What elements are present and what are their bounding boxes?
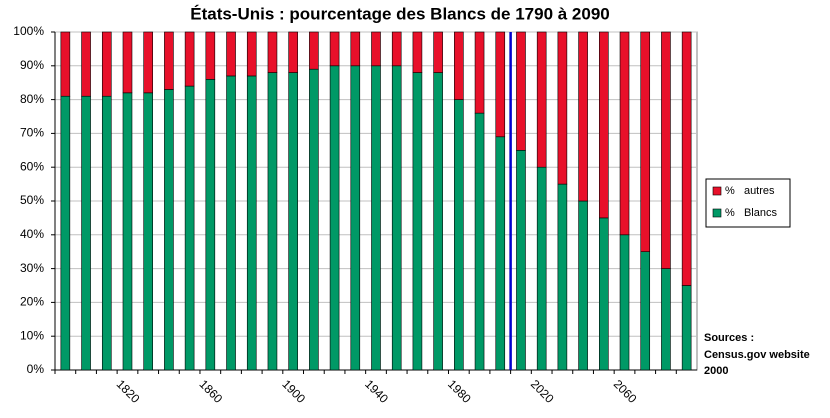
bar-segment bbox=[619, 31, 630, 236]
x-tick-label: 2020 bbox=[528, 377, 557, 406]
y-tick-label: 0% bbox=[27, 362, 45, 376]
bar-segment bbox=[164, 31, 174, 90]
bar-segment bbox=[122, 92, 133, 371]
bar-segment bbox=[309, 31, 319, 70]
bar-segment bbox=[184, 31, 195, 87]
bar-segment bbox=[122, 31, 133, 94]
bar-segment bbox=[474, 31, 485, 114]
bar-segment bbox=[329, 31, 340, 67]
bar-segment bbox=[101, 95, 112, 371]
bar-segment bbox=[433, 72, 443, 371]
bar-segment bbox=[681, 285, 692, 371]
bar-segment bbox=[226, 31, 236, 77]
legend-swatch bbox=[712, 186, 722, 196]
bar-segment bbox=[578, 31, 588, 202]
bar-segment bbox=[60, 31, 71, 97]
source-line: 2000 bbox=[704, 365, 728, 377]
bar-segment bbox=[412, 31, 423, 73]
x-tick-label: 1940 bbox=[362, 377, 391, 406]
bar-segment bbox=[557, 31, 568, 185]
x-tick-label: 1900 bbox=[279, 377, 308, 406]
bar-segment bbox=[599, 217, 609, 371]
bar-segment bbox=[288, 72, 298, 371]
bar-segment bbox=[101, 31, 112, 97]
bar-segment bbox=[205, 31, 216, 80]
bar-segment bbox=[81, 95, 91, 371]
bar-segment bbox=[329, 65, 340, 371]
y-tick-label: 60% bbox=[20, 159, 44, 173]
bar-segment bbox=[536, 166, 547, 371]
bar-segment bbox=[350, 65, 361, 371]
bar-segment bbox=[143, 31, 153, 94]
bar-segment bbox=[454, 31, 464, 100]
bar-segment bbox=[164, 89, 174, 371]
bar-segment bbox=[143, 92, 153, 371]
source-line: Census.gov website bbox=[704, 349, 810, 361]
bar-segment bbox=[661, 31, 671, 269]
bar-segment bbox=[557, 183, 568, 371]
y-tick-label: 40% bbox=[20, 227, 44, 241]
bar-segment bbox=[495, 136, 506, 371]
y-tick-label: 30% bbox=[20, 261, 44, 275]
bar-segment bbox=[474, 112, 485, 371]
bar-segment bbox=[267, 31, 278, 73]
y-tick-label: 20% bbox=[20, 295, 44, 309]
legend-swatch bbox=[712, 208, 722, 218]
bar-segment bbox=[536, 31, 547, 168]
bar-segment bbox=[226, 75, 236, 371]
bar-segment bbox=[205, 79, 216, 371]
bar-segment bbox=[350, 31, 361, 67]
bar-segment bbox=[681, 31, 692, 286]
bar-segment bbox=[433, 31, 443, 73]
y-tick-label: 50% bbox=[20, 193, 44, 207]
bar-segment bbox=[309, 68, 319, 371]
bar-segment bbox=[619, 234, 630, 371]
bar-segment bbox=[371, 31, 381, 67]
y-tick-label: 70% bbox=[20, 126, 44, 140]
x-tick-label: 1860 bbox=[197, 377, 226, 406]
bar-segment bbox=[516, 150, 526, 371]
bar-segment bbox=[184, 85, 195, 371]
bar-segment bbox=[495, 31, 506, 138]
y-tick-label: 80% bbox=[20, 92, 44, 106]
bar-segment bbox=[640, 31, 651, 252]
source-line: Sources : bbox=[704, 332, 754, 344]
chart-title: États-Unis : pourcentage des Blancs de 1… bbox=[190, 4, 610, 23]
y-tick-label: 100% bbox=[13, 24, 44, 38]
bar-segment bbox=[640, 251, 651, 371]
bar-segment bbox=[412, 72, 423, 371]
y-tick-label: 90% bbox=[20, 58, 44, 72]
x-tick-label: 1820 bbox=[114, 377, 143, 406]
bar-segment bbox=[454, 99, 464, 371]
bar-segment bbox=[246, 75, 257, 371]
bar-segment bbox=[288, 31, 298, 73]
bar-segment bbox=[267, 72, 278, 371]
bar-segment bbox=[661, 268, 671, 371]
bar-segment bbox=[371, 65, 381, 371]
bar-segment bbox=[391, 31, 402, 67]
legend-label: % autres bbox=[725, 185, 775, 197]
bar-segment bbox=[516, 31, 526, 151]
legend-label: % Blancs bbox=[725, 207, 777, 219]
bar-segment bbox=[578, 200, 588, 371]
x-tick-label: 2060 bbox=[611, 377, 640, 406]
bar-segment bbox=[81, 31, 91, 97]
y-tick-label: 10% bbox=[20, 328, 44, 342]
x-tick-label: 1980 bbox=[445, 377, 474, 406]
bar-segment bbox=[391, 65, 402, 371]
bar-segment bbox=[60, 95, 71, 371]
bar-segment bbox=[599, 31, 609, 219]
bar-segment bbox=[246, 31, 257, 77]
